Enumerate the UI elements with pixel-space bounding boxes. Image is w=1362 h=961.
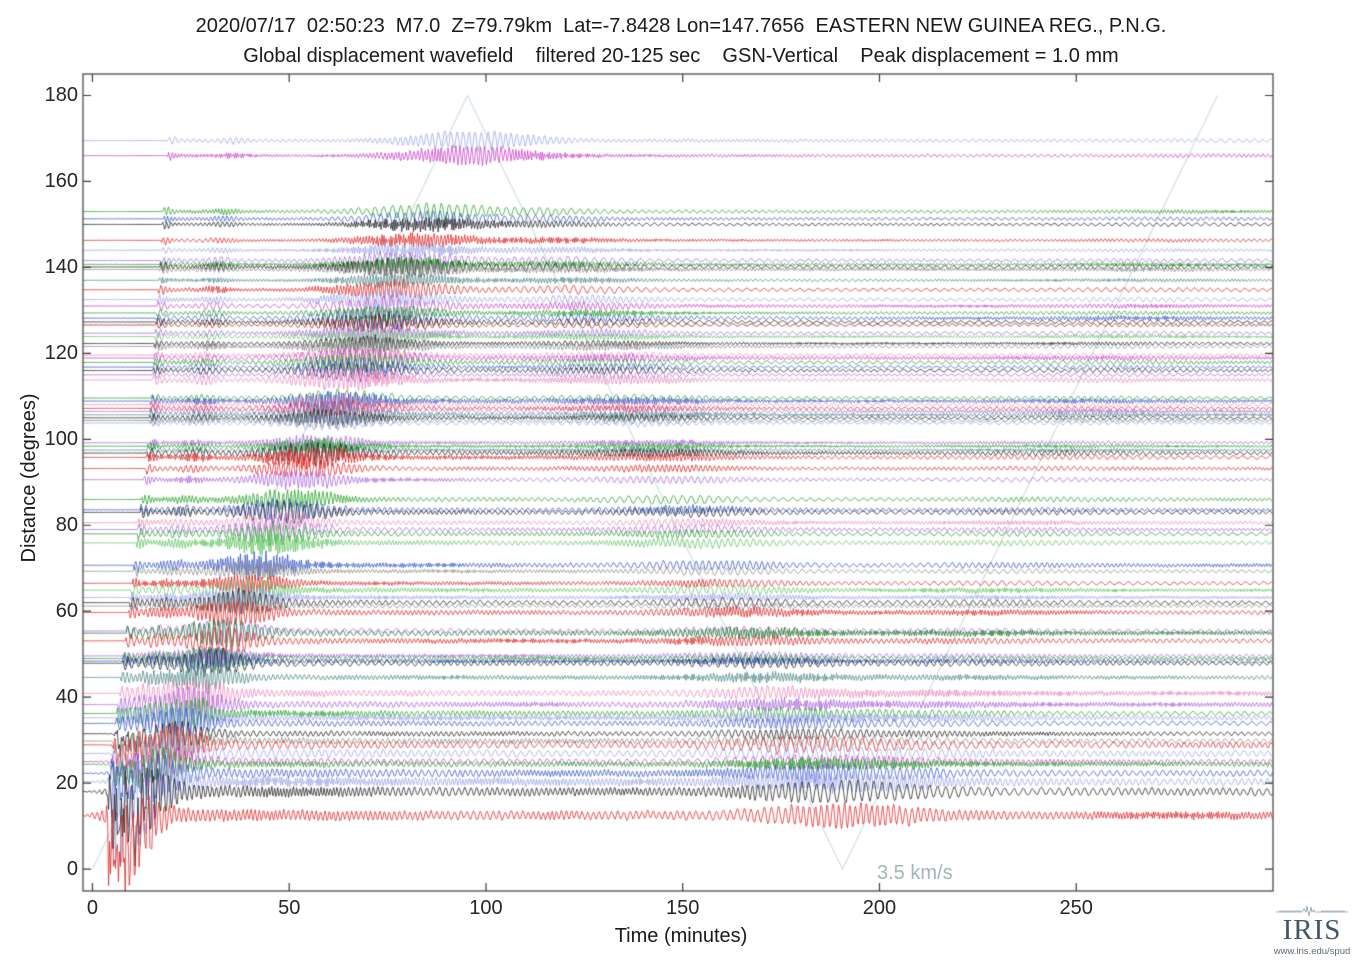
y-tick-label-100: 100	[44, 428, 78, 451]
reference-velocity-label: 3.5 km/s	[877, 862, 953, 884]
y-tick-label-80: 80	[55, 514, 78, 537]
x-tick-label-0: 0	[86, 897, 98, 919]
x-tick-label-200: 200	[862, 897, 897, 919]
figure-title-processing: Global displacement wavefield filtered 2…	[243, 45, 1119, 67]
x-axis-title: Time (minutes)	[614, 925, 748, 947]
iris-logo: IRIS www.iris.edu/spud	[1268, 904, 1356, 957]
y-axis-title: Distance (degrees)	[18, 393, 40, 563]
seismogram-flourish-icon	[1276, 906, 1348, 917]
iris-logo-url[interactable]: www.iris.edu/spud	[1273, 946, 1351, 957]
x-tick-label-100: 100	[469, 897, 503, 919]
y-tick-label-140: 140	[44, 256, 78, 279]
figure-title-event: 2020/07/17 02:50:23 M7.0 Z=79.79km Lat=-…	[195, 15, 1167, 37]
y-tick-label-40: 40	[55, 686, 78, 709]
x-tick-label-50: 50	[278, 897, 301, 919]
x-tick-label-250: 250	[1059, 897, 1093, 919]
y-tick-label-120: 120	[44, 342, 78, 365]
iris-logo-text: IRIS	[1282, 914, 1342, 947]
y-tick-label-160: 160	[44, 170, 78, 193]
y-tick-label-20: 20	[55, 772, 78, 795]
y-tick-label-0: 0	[66, 858, 78, 881]
x-tick-label-150: 150	[666, 897, 700, 919]
y-tick-label-180: 180	[44, 84, 78, 107]
y-tick-label-60: 60	[55, 600, 78, 623]
